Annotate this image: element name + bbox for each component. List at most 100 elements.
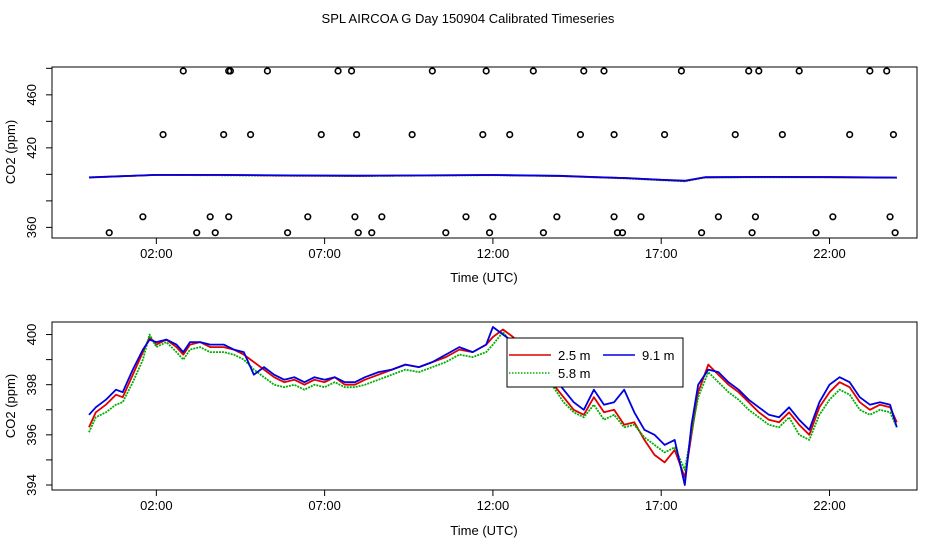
calibration-point xyxy=(225,213,233,221)
x-axis-top: 02:00 07:00 12:00 17:00 22:00 xyxy=(140,238,846,261)
series-group-top xyxy=(88,174,897,183)
calibration-point xyxy=(179,67,187,75)
calibration-point xyxy=(304,213,312,221)
calibration-point xyxy=(506,131,514,139)
y-tick-label: 360 xyxy=(24,217,39,239)
x-tick-label: 07:00 xyxy=(308,246,341,261)
calibration-point xyxy=(600,67,608,75)
x-tick-label: 12:00 xyxy=(477,498,510,513)
plot-frame-top xyxy=(51,66,918,239)
calibration-point xyxy=(553,213,561,221)
calibration-point xyxy=(889,131,898,139)
y-tick-label: 460 xyxy=(24,84,39,106)
calibration-point xyxy=(618,229,627,237)
calibration-point xyxy=(246,131,255,139)
calibration-point xyxy=(479,131,487,139)
x-axis-label-top: Time (UTC) xyxy=(450,270,517,285)
calibration-point xyxy=(263,67,272,75)
calibration-point xyxy=(489,213,497,221)
calibration-point xyxy=(105,229,113,237)
panel-bottom: 02:00 07:00 12:00 17:00 22:00 394 396 398 400 T… xyxy=(3,321,918,538)
calibration-point xyxy=(731,131,739,139)
calibration-point xyxy=(886,213,894,221)
legend: 2.5 m 5.8 m 9.1 m xyxy=(506,337,684,388)
calibration-point xyxy=(317,131,325,139)
calibration-point xyxy=(347,67,356,75)
y-axis-label-top: CO2 (ppm) xyxy=(3,120,18,184)
calibration-point xyxy=(610,131,618,139)
x-tick-label: 22:00 xyxy=(813,246,846,261)
calibration-point xyxy=(697,229,706,237)
calibration-point xyxy=(610,213,618,221)
calibration-point xyxy=(442,229,450,237)
calibration-point xyxy=(211,229,219,237)
series-line-s91 xyxy=(88,326,898,486)
calibration-point xyxy=(354,229,362,237)
series-line-s58 xyxy=(88,174,897,183)
legend-label-2-5m: 2.5 m xyxy=(558,348,591,363)
calibration-points xyxy=(105,67,899,237)
calibration-point xyxy=(353,131,361,139)
calibration-point xyxy=(206,213,214,221)
calibration-point xyxy=(795,67,803,75)
y-tick-label: 398 xyxy=(24,374,39,396)
calibration-point xyxy=(220,131,228,139)
legend-label-9-1m: 9.1 m xyxy=(642,348,675,363)
calibration-point xyxy=(866,67,874,75)
calibration-point xyxy=(714,213,723,221)
calibration-point xyxy=(482,67,490,75)
y-tick-label: 400 xyxy=(24,324,39,346)
calibration-point xyxy=(812,229,820,237)
calibration-point xyxy=(751,213,760,221)
calibration-point xyxy=(755,67,763,75)
series-group-bottom xyxy=(88,326,898,486)
figure-title: SPL AIRCOA G Day 150904 Calibrated Times… xyxy=(322,11,615,26)
x-tick-label: 07:00 xyxy=(308,498,341,513)
calibration-point xyxy=(428,67,436,75)
calibration-point xyxy=(891,229,899,237)
calibration-point xyxy=(580,67,588,75)
calibration-point xyxy=(846,131,854,139)
calibration-point xyxy=(159,131,167,139)
calibration-point xyxy=(778,131,786,139)
calibration-point xyxy=(539,229,548,237)
calibration-point xyxy=(139,213,147,221)
calibration-point xyxy=(576,131,585,139)
calibration-point xyxy=(193,229,201,237)
panel-top: 02:00 07:00 12:00 17:00 22:00 360 420 460 Time… xyxy=(3,66,918,285)
calibration-point xyxy=(883,67,891,75)
y-tick-label: 420 xyxy=(24,137,39,159)
y-axis-top: 360 420 460 xyxy=(24,67,52,239)
x-axis-bottom: 02:00 07:00 12:00 17:00 22:00 xyxy=(140,490,846,513)
calibration-point xyxy=(462,213,470,221)
calibration-point xyxy=(637,213,645,221)
x-axis-label-bottom: Time (UTC) xyxy=(450,523,517,538)
legend-label-5-8m: 5.8 m xyxy=(558,366,591,381)
calibration-point xyxy=(378,213,386,221)
y-tick-label: 394 xyxy=(24,474,39,496)
y-axis-label-bottom: CO2 (ppm) xyxy=(3,374,18,438)
calibration-point xyxy=(226,67,234,75)
calibration-point xyxy=(829,213,837,221)
calibration-point xyxy=(485,229,494,237)
calibration-point xyxy=(368,229,376,237)
y-axis-bottom: 394 396 398 400 xyxy=(24,324,52,496)
x-tick-label: 22:00 xyxy=(813,498,846,513)
calibration-point xyxy=(284,229,292,237)
series-line-s91 xyxy=(88,174,897,182)
y-tick-label: 396 xyxy=(24,424,39,446)
x-tick-label: 02:00 xyxy=(140,498,173,513)
calibration-point xyxy=(334,67,342,75)
calibration-point xyxy=(677,67,685,75)
series-line-s58 xyxy=(88,331,898,471)
calibration-point xyxy=(748,229,756,237)
calibration-point xyxy=(408,131,416,139)
calibration-point xyxy=(660,131,669,139)
legend-box xyxy=(506,337,684,388)
calibration-point xyxy=(351,213,359,221)
x-tick-label: 17:00 xyxy=(645,498,678,513)
x-tick-label: 17:00 xyxy=(645,246,678,261)
x-tick-label: 02:00 xyxy=(140,246,173,261)
x-tick-label: 12:00 xyxy=(477,246,510,261)
